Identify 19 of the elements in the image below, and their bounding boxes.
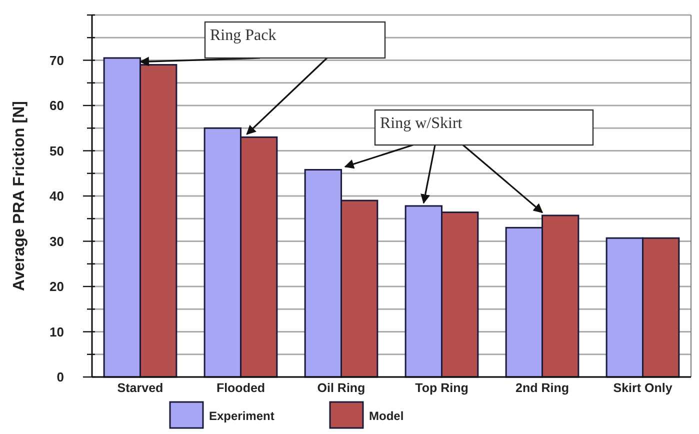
y-tick-label: 40: [50, 188, 64, 204]
y-tick-label: 20: [50, 279, 64, 294]
legend-label: Experiment: [209, 409, 274, 423]
y-tick-label: 10: [50, 324, 64, 340]
x-tick-label: Oil Ring: [317, 381, 366, 395]
y-axis-title: Average PRA Friction [N]: [11, 101, 28, 291]
y-tick-label: 30: [50, 234, 64, 249]
y-tick-label: 0: [56, 370, 64, 385]
y-tick-label: 70: [50, 52, 64, 68]
y-tick-label: 60: [50, 98, 64, 114]
x-tick-label: Skirt Only: [613, 381, 672, 395]
y-tick-label: 50: [50, 143, 64, 158]
annotation: Ring w/Skirt: [380, 115, 463, 132]
annotation: Ring Pack: [210, 27, 276, 44]
x-tick-label: Flooded: [216, 381, 266, 395]
x-tick-label: 2nd Ring: [516, 381, 569, 395]
legend-label: Model: [369, 409, 404, 423]
x-tick-label: Top Ring: [415, 381, 468, 395]
x-tick-label: Starved: [117, 381, 164, 395]
